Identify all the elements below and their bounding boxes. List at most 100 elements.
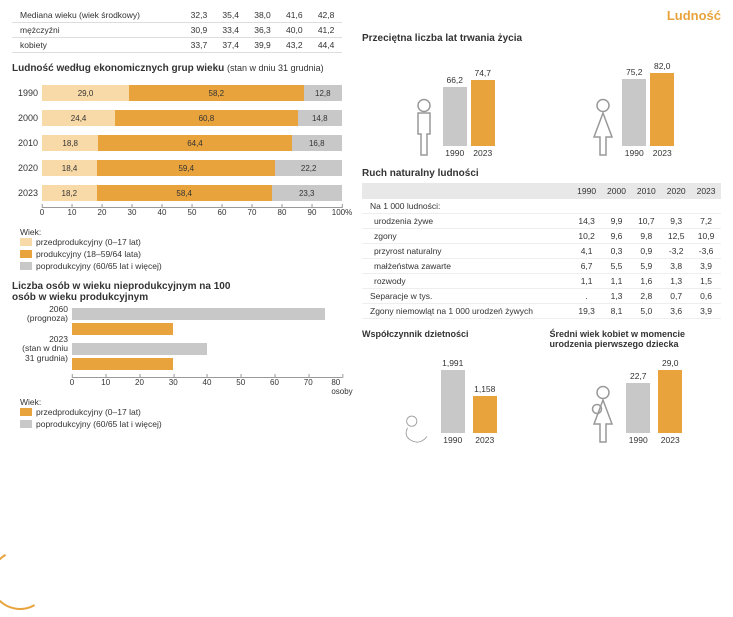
table-row-label: Mediana wieku (wiek środkowy) <box>12 8 183 23</box>
table-cell: 1,1 <box>572 274 602 289</box>
row-label: przyrost naturalny <box>362 244 572 259</box>
bar: 1,158 2023 <box>473 384 497 445</box>
bar-segment: 14,8 <box>298 110 342 126</box>
table-cell: 9,3 <box>661 214 691 229</box>
year-label: 1990 <box>12 88 42 98</box>
fertility-chart: Współczynnik dzietności 1,991 1990 1,158… <box>362 329 534 445</box>
year-label: 2020 <box>12 163 42 173</box>
table-cell: 35,4 <box>215 8 247 23</box>
table-cell: 38,0 <box>247 8 279 23</box>
dependency-chart: 2060(prognoza) 2023(stan w dniu 31 grudn… <box>12 307 342 391</box>
table-cell: 39,9 <box>247 38 279 53</box>
legend-item: przedprodukcyjny (0–17 lat) <box>20 407 342 417</box>
table-cell: 40,0 <box>278 23 310 38</box>
table-cell: -3,2 <box>661 244 691 259</box>
page-title: Ludność <box>362 8 721 23</box>
median-age-table: Mediana wieku (wiek środkowy)32,335,438,… <box>12 8 342 53</box>
table-cell: 2,8 <box>631 289 661 304</box>
table-cell: 33,7 <box>183 38 215 53</box>
table-cell: 32,3 <box>183 8 215 23</box>
legend-item: poprodukcyjny (60/65 lat i więcej) <box>20 419 342 429</box>
legend-item: produkcyjny (18–59/64 lata) <box>20 249 342 259</box>
life-chart: 66,2 1990 74,7 2023 75,2 1990 82,0 2023 <box>362 48 721 158</box>
year-label: 2023 <box>12 188 42 198</box>
table-cell: 0,9 <box>631 244 661 259</box>
col-header: 2000 <box>602 183 632 199</box>
bar-segment: 18,2 <box>42 185 97 201</box>
table-cell: 1,6 <box>631 274 661 289</box>
table-cell: 0,3 <box>602 244 632 259</box>
bar-segment: 23,3 <box>272 185 342 201</box>
hbar <box>72 358 173 370</box>
table-cell: 19,3 <box>572 304 602 319</box>
bar-segment: 18,8 <box>42 135 98 151</box>
bar-segment: 60,8 <box>115 110 297 126</box>
bar: 22,7 1990 <box>626 371 650 445</box>
col-header: 2020 <box>661 183 691 199</box>
table-row-label: kobiety <box>12 38 183 53</box>
table-cell: 43,2 <box>278 38 310 53</box>
table-cell: 5,0 <box>631 304 661 319</box>
col-header: 2010 <box>631 183 661 199</box>
table-cell: 42,8 <box>310 8 342 23</box>
first-birth-chart: Średni wiek kobiet w momencie urodzenia … <box>550 329 722 445</box>
table-cell: 36,3 <box>247 23 279 38</box>
row-label: rozwody <box>362 274 572 289</box>
table-cell: 10,9 <box>691 229 721 244</box>
legend-item: przedprodukcyjny (0–17 lat) <box>20 237 342 247</box>
row-label: małżeństwa zawarte <box>362 259 572 274</box>
woman-icon <box>588 98 618 158</box>
bar-segment: 58,2 <box>129 85 304 101</box>
baby-icon <box>399 411 433 445</box>
table-cell: 6,7 <box>572 259 602 274</box>
man-icon <box>409 98 439 158</box>
life-title: Przeciętna liczba lat trwania życia <box>362 33 721 44</box>
table-cell: 41,2 <box>310 23 342 38</box>
table-cell: 9,8 <box>631 229 661 244</box>
year-label: 2010 <box>12 138 42 148</box>
bar-segment: 64,4 <box>98 135 291 151</box>
bar: 82,0 2023 <box>650 61 674 158</box>
row-header: Na 1 000 ludności: <box>362 199 721 214</box>
year-label: 2000 <box>12 113 42 123</box>
table-cell: 7,2 <box>691 214 721 229</box>
bar-segment: 29,0 <box>42 85 129 101</box>
table-cell: 37,4 <box>215 38 247 53</box>
bar-segment: 12,8 <box>304 85 342 101</box>
table-cell: 5,9 <box>631 259 661 274</box>
dependency-title: Liczba osób w wieku nieprodukcyjnym na 1… <box>12 281 232 303</box>
mother-icon <box>588 385 618 445</box>
table-cell: 3,9 <box>691 259 721 274</box>
row-label: zgony <box>362 229 572 244</box>
bar: 75,2 1990 <box>622 67 646 158</box>
row-label: Zgony niemowląt na 1 000 urodzeń żywych <box>362 304 572 319</box>
table-cell: 1,3 <box>661 274 691 289</box>
table-cell: 1,3 <box>602 289 632 304</box>
bar: 66,2 1990 <box>443 75 467 158</box>
table-cell: 5,5 <box>602 259 632 274</box>
table-cell: 44,4 <box>310 38 342 53</box>
table-cell: 14,3 <box>572 214 602 229</box>
table-cell: 33,4 <box>215 23 247 38</box>
table-cell: 3,6 <box>661 304 691 319</box>
hbar <box>72 323 173 335</box>
stacked-title: Ludność według ekonomicznych grup wieku … <box>12 63 342 74</box>
row-label: urodzenia żywe <box>362 214 572 229</box>
bar-segment: 24,4 <box>42 110 115 126</box>
table-cell: 10,2 <box>572 229 602 244</box>
stacked-chart: 1990 29,0 58,2 12,8 2000 24,4 60,8 14,8 … <box>12 78 342 221</box>
dependency-legend: Wiek: przedprodukcyjny (0–17 lat)poprodu… <box>20 397 342 429</box>
bar-segment: 58,4 <box>97 185 272 201</box>
col-header: 2023 <box>691 183 721 199</box>
table-cell: -3,6 <box>691 244 721 259</box>
table-cell: 8,1 <box>602 304 632 319</box>
legend-item: poprodukcyjny (60/65 lat i więcej) <box>20 261 342 271</box>
bar-segment: 18,4 <box>42 160 97 176</box>
natural-title: Ruch naturalny ludności <box>362 168 721 179</box>
bar-segment: 59,4 <box>97 160 275 176</box>
table-cell: 3,8 <box>661 259 691 274</box>
table-cell: 41,6 <box>278 8 310 23</box>
hbar <box>72 343 207 355</box>
bar: 29,0 2023 <box>658 358 682 445</box>
stacked-legend: Wiek: przedprodukcyjny (0–17 lat)produkc… <box>20 227 342 271</box>
